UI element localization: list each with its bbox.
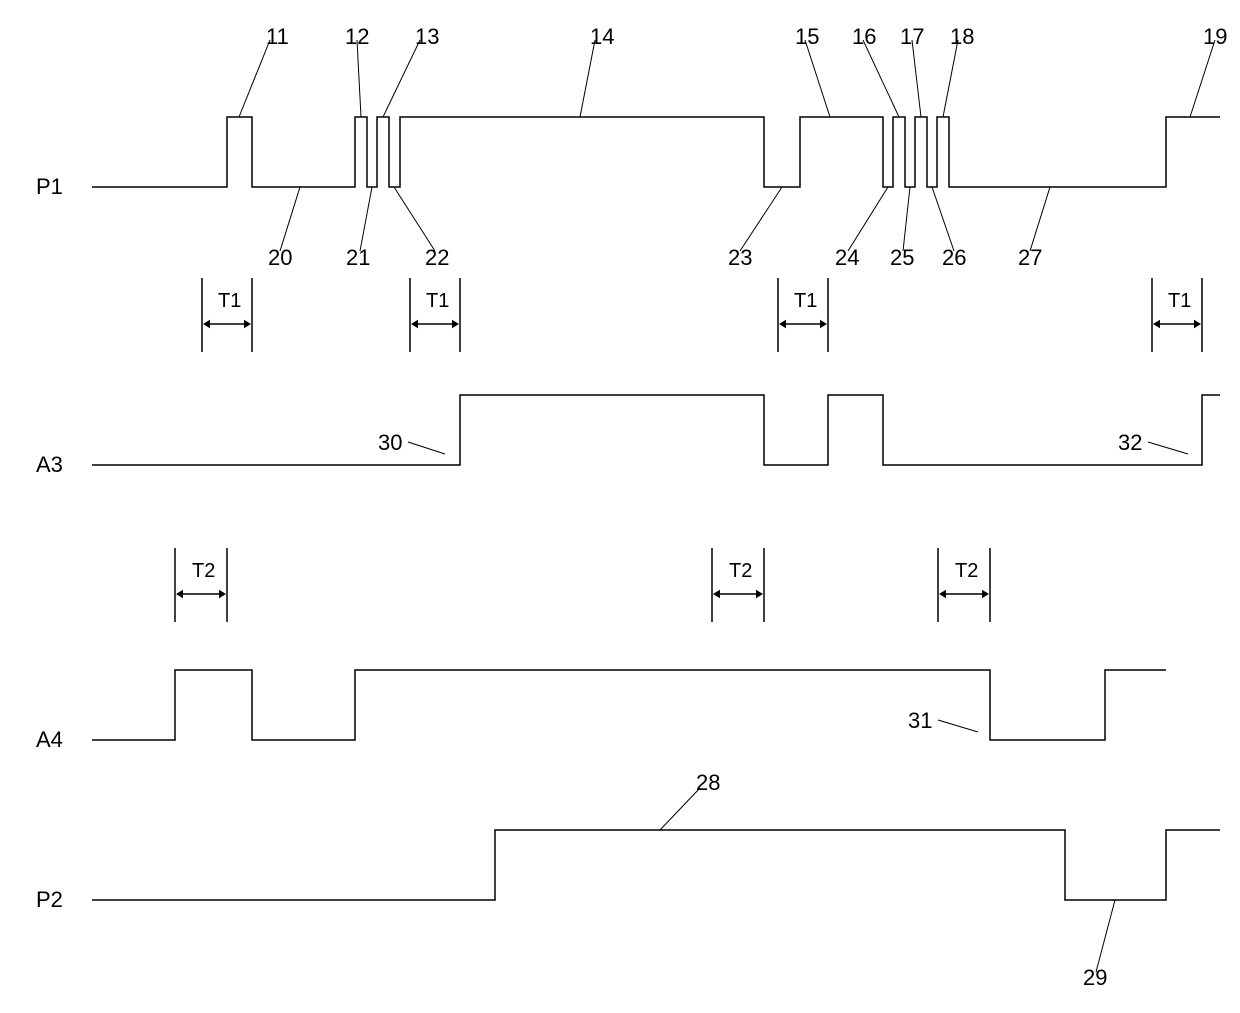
interval-label-t1: T1 bbox=[426, 290, 449, 313]
interval-label-t2: T2 bbox=[955, 560, 978, 583]
callout-c11: 11 bbox=[266, 24, 289, 50]
signal-label-a3: A3 bbox=[36, 452, 63, 478]
callout-c19: 19 bbox=[1203, 24, 1227, 50]
callout-c20: 20 bbox=[268, 245, 292, 271]
callout-c12: 12 bbox=[345, 24, 369, 50]
callout-c26: 26 bbox=[942, 245, 966, 271]
callout-c32: 32 bbox=[1118, 430, 1142, 456]
diagram-canvas: P1 A3 A4 P2 11 12 13 14 15 16 17 18 19 20 21 22 23 24… bbox=[20, 20, 1240, 993]
callout-c30: 30 bbox=[378, 430, 402, 456]
signal-label-a4: A4 bbox=[36, 727, 63, 753]
callout-c14: 14 bbox=[590, 24, 614, 50]
interval-label-t1: T1 bbox=[1168, 290, 1191, 313]
callout-c31: 31 bbox=[908, 708, 932, 734]
callout-c24: 24 bbox=[835, 245, 859, 271]
timing-diagram-svg bbox=[20, 20, 1240, 993]
callout-c18: 18 bbox=[950, 24, 974, 50]
callout-c22: 22 bbox=[425, 245, 449, 271]
callout-c17: 17 bbox=[900, 24, 924, 50]
callout-c27: 27 bbox=[1018, 245, 1042, 271]
interval-label-t1: T1 bbox=[218, 290, 241, 313]
callout-c13: 13 bbox=[415, 24, 439, 50]
callout-c29: 29 bbox=[1083, 965, 1107, 991]
callout-c16: 16 bbox=[852, 24, 876, 50]
callout-c25: 25 bbox=[890, 245, 914, 271]
callout-c15: 15 bbox=[795, 24, 819, 50]
signal-label-p1: P1 bbox=[36, 174, 63, 200]
callout-c23: 23 bbox=[728, 245, 752, 271]
callout-c28: 28 bbox=[696, 770, 720, 796]
interval-label-t1: T1 bbox=[794, 290, 817, 313]
interval-label-t2: T2 bbox=[729, 560, 752, 583]
callout-c21: 21 bbox=[346, 245, 370, 271]
interval-label-t2: T2 bbox=[192, 560, 215, 583]
signal-label-p2: P2 bbox=[36, 887, 63, 913]
